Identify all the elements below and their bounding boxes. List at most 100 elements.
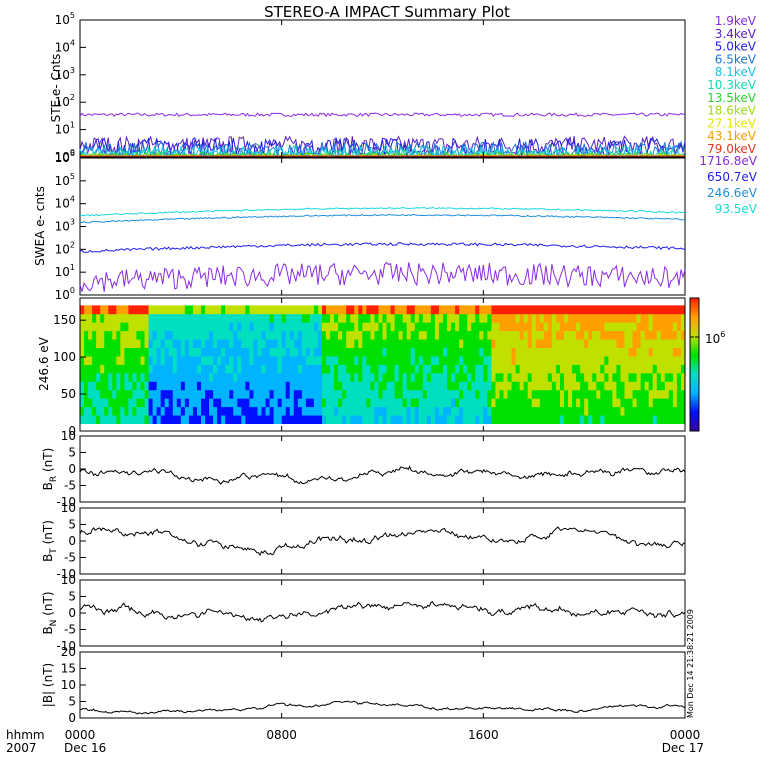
pad-cell <box>680 313 686 323</box>
pad-cell <box>527 330 533 340</box>
pad-cell <box>503 339 508 349</box>
pad-cell <box>358 372 363 382</box>
pad-cell <box>632 372 637 382</box>
pad-cell <box>225 356 230 365</box>
pad-cell <box>592 415 597 425</box>
pad-cell <box>221 406 226 416</box>
pad-cell <box>358 389 363 399</box>
pad-cell <box>293 372 299 382</box>
pad-cell <box>168 364 174 374</box>
pad-cell <box>96 406 101 416</box>
pad-cell <box>471 330 476 340</box>
pad-cell <box>668 356 674 365</box>
pad-cell <box>483 398 488 408</box>
pad-cell <box>640 339 646 349</box>
pad-cell <box>209 364 214 374</box>
pad-cell <box>362 415 367 425</box>
pad-cell <box>176 322 182 332</box>
pad-cell <box>386 398 391 408</box>
pad-cell <box>108 330 113 340</box>
pad-cell <box>221 415 226 425</box>
pad-cell <box>394 330 400 340</box>
pad-cell <box>334 406 339 416</box>
pad-cell <box>479 313 484 323</box>
pad-cell <box>680 389 686 399</box>
pad-cell <box>660 364 666 374</box>
pad-cell <box>358 381 363 391</box>
pad-cell <box>463 415 468 425</box>
pad-cell <box>330 356 335 365</box>
pad-cell <box>330 398 335 408</box>
pad-cell <box>116 406 121 416</box>
bmag-y-tick-label: 20 <box>61 645 76 659</box>
pad-cell <box>257 415 262 425</box>
pad-cell <box>221 372 226 382</box>
ste-legend-item: 6.5keV <box>715 52 757 66</box>
pad-cell <box>88 330 93 340</box>
pad-cell <box>455 406 460 416</box>
pad-cell <box>503 406 508 416</box>
pad-cell <box>608 305 613 315</box>
pad-cell <box>176 372 182 382</box>
pad-cell <box>644 305 650 315</box>
pad-cell <box>600 389 605 399</box>
bn-ylabel: BN (nT) <box>41 591 59 634</box>
pad-cell <box>576 330 581 340</box>
pad-cell <box>80 364 85 374</box>
pad-cell <box>201 381 206 391</box>
pad-cell <box>124 415 129 425</box>
pad-cell <box>519 305 525 315</box>
pad-cell <box>511 406 516 416</box>
pad-cell <box>564 415 569 425</box>
pad-cell <box>447 372 452 382</box>
pad-cell <box>479 330 484 340</box>
pad-cell <box>201 389 206 399</box>
pad-cell <box>503 372 508 382</box>
pad-cell <box>342 372 347 382</box>
pad-cell <box>108 322 113 332</box>
pad-cell <box>124 364 129 374</box>
pad-cell <box>217 406 222 416</box>
pad-cell <box>322 330 327 340</box>
swea-y-tick-label: 101 <box>55 263 75 279</box>
pad-cell <box>96 372 101 382</box>
pad-cell <box>354 389 359 399</box>
pad-cell <box>648 347 654 357</box>
pad-cell <box>172 330 178 340</box>
pad-cell <box>229 330 234 340</box>
pad-cell <box>301 398 307 408</box>
pad-cell <box>668 313 674 323</box>
pad-frame <box>79 297 686 432</box>
pad-cell <box>277 389 283 399</box>
pad-cell <box>507 339 512 349</box>
pad-cell <box>390 322 395 332</box>
pad-cell <box>237 364 242 374</box>
pad-cell <box>265 381 270 391</box>
x-tick-label: 1600 <box>468 728 499 742</box>
pad-cell <box>180 364 186 374</box>
pad-cell <box>511 305 516 315</box>
pad-cell <box>580 347 585 357</box>
pad-cell <box>362 356 367 365</box>
pad-cell <box>652 339 658 349</box>
pad-cell <box>253 339 258 349</box>
pad-cell <box>600 330 605 340</box>
pad-cell <box>257 356 262 365</box>
pad-cell <box>301 305 307 315</box>
bn-y-tick-label: 10 <box>61 573 76 587</box>
pad-cell <box>366 372 371 382</box>
pad-cell <box>644 364 650 374</box>
pad-cell <box>600 372 605 382</box>
pad-cell <box>527 372 533 382</box>
pad-cell <box>265 398 270 408</box>
pad-cell <box>241 339 246 349</box>
pad-cell <box>180 372 186 382</box>
pad-cell <box>580 305 585 315</box>
pad-cell <box>547 406 553 416</box>
pad-cell <box>680 372 686 382</box>
pad-cell <box>140 372 145 382</box>
pad-cell <box>346 415 351 425</box>
pad-cell <box>406 372 412 382</box>
pad-cell <box>471 406 476 416</box>
